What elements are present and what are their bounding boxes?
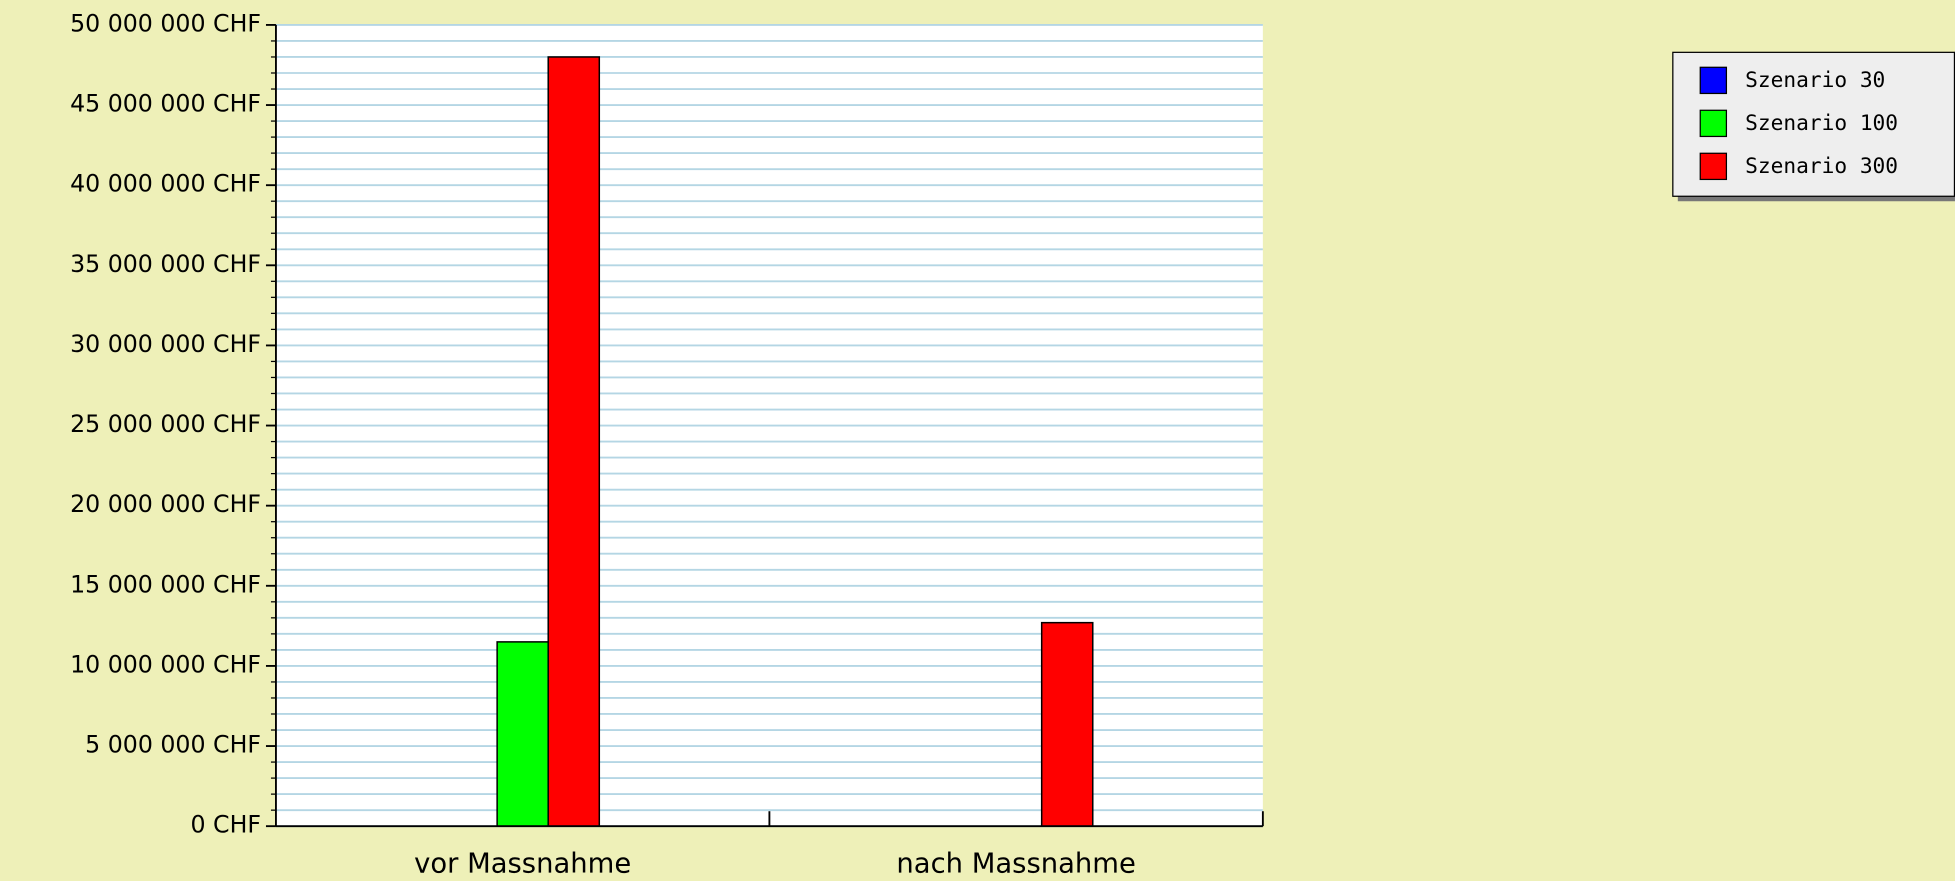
legend-label: Szenario 300	[1745, 153, 1898, 178]
y-tick-label: 40 000 000 CHF	[70, 170, 261, 198]
y-tick-label: 20 000 000 CHF	[70, 490, 261, 518]
x-tick-label: vor Massnahme	[414, 848, 631, 879]
legend-swatch	[1699, 109, 1728, 138]
bar	[496, 641, 549, 827]
y-tick-label: 25 000 000 CHF	[70, 410, 261, 438]
y-tick-label: 50 000 000 CHF	[70, 9, 261, 37]
legend-label: Szenario 100	[1745, 110, 1898, 135]
x-tick-label: nach Massnahme	[896, 848, 1135, 879]
y-tick-label: 30 000 000 CHF	[70, 330, 261, 358]
y-tick-label: 10 000 000 CHF	[70, 650, 261, 678]
legend-swatch	[1699, 66, 1728, 95]
y-tick-label: 15 000 000 CHF	[70, 570, 261, 598]
bar	[547, 56, 601, 827]
y-tick-label: 0 CHF	[191, 811, 261, 839]
y-tick-label: 35 000 000 CHF	[70, 250, 261, 278]
bar	[1040, 621, 1094, 827]
legend-label: Szenario 30	[1745, 67, 1885, 92]
y-tick-label: 5 000 000 CHF	[85, 731, 261, 759]
y-tick-label: 45 000 000 CHF	[70, 90, 261, 118]
legend-swatch	[1699, 152, 1728, 181]
